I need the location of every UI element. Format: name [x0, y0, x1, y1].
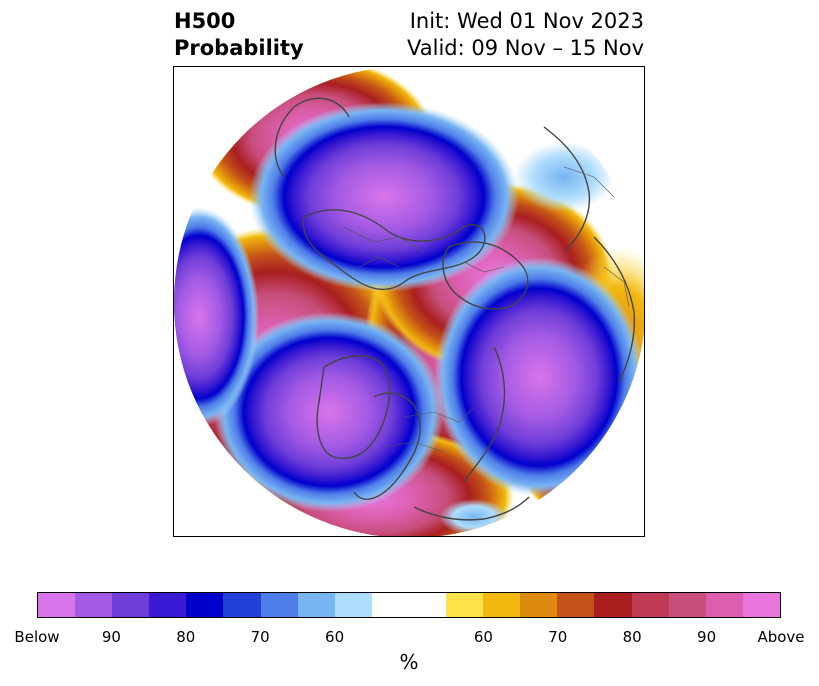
probability-colorbar	[37, 592, 781, 618]
colorbar-cell	[334, 593, 372, 617]
colorbar-tick-label: 80	[622, 628, 642, 646]
colorbar-cell	[668, 593, 706, 617]
map-canvas	[174, 67, 644, 536]
colorbar-cell	[446, 593, 484, 617]
colorbar-cell	[260, 593, 298, 617]
colorbar-cell	[223, 593, 261, 617]
colorbar-cell	[371, 593, 409, 617]
colorbar-cell	[408, 593, 447, 617]
colorbar-cell	[297, 593, 335, 617]
colorbar-cell	[631, 593, 669, 617]
coastlines	[274, 97, 636, 521]
valid-period-header: Init: Wed 01 Nov 2023 Valid: 09 Nov – 15…	[407, 8, 644, 62]
colorbar-cell	[112, 593, 150, 617]
colorbar-cell	[483, 593, 521, 617]
valid-time: Valid: 09 Nov – 15 Nov	[407, 36, 644, 60]
probability-field	[174, 67, 644, 536]
below-region-northeast	[514, 142, 614, 212]
colorbar-cell	[149, 593, 187, 617]
title-variable: H500	[174, 9, 236, 33]
colorbar-unit: %	[399, 650, 419, 674]
colorbar-cell	[186, 593, 224, 617]
colorbar-tick-label: 70	[548, 628, 568, 646]
colorbar-cell	[705, 593, 743, 617]
probability-map	[173, 66, 645, 537]
colorbar-tick-label: 60	[473, 628, 493, 646]
colorbar-tick-label: 90	[101, 628, 121, 646]
below-region-north-atlantic	[434, 257, 644, 497]
colorbar-tick-label: 60	[325, 628, 345, 646]
below-region-eurasia	[249, 102, 519, 292]
colorbar-tick-label: 90	[697, 628, 717, 646]
colorbar-cell	[557, 593, 595, 617]
title-quantity: Probability	[174, 36, 304, 60]
colorbar-cell	[742, 593, 780, 617]
colorbar-tick-label: Above	[757, 628, 805, 646]
map-title: H500 Probability	[174, 8, 304, 62]
colorbar-cell	[38, 593, 76, 617]
below-region-west	[174, 207, 259, 427]
colorbar-cell	[520, 593, 558, 617]
init-time: Init: Wed 01 Nov 2023	[409, 9, 644, 33]
colorbar-tick-label: 70	[250, 628, 270, 646]
colorbar-cell	[594, 593, 632, 617]
borders	[343, 166, 630, 453]
colorbar-cell	[75, 593, 113, 617]
below-region-alaska	[214, 312, 444, 512]
colorbar-tick-label: Below	[14, 628, 60, 646]
colorbar-tick-label: 80	[176, 628, 196, 646]
below-region-south	[439, 499, 509, 535]
